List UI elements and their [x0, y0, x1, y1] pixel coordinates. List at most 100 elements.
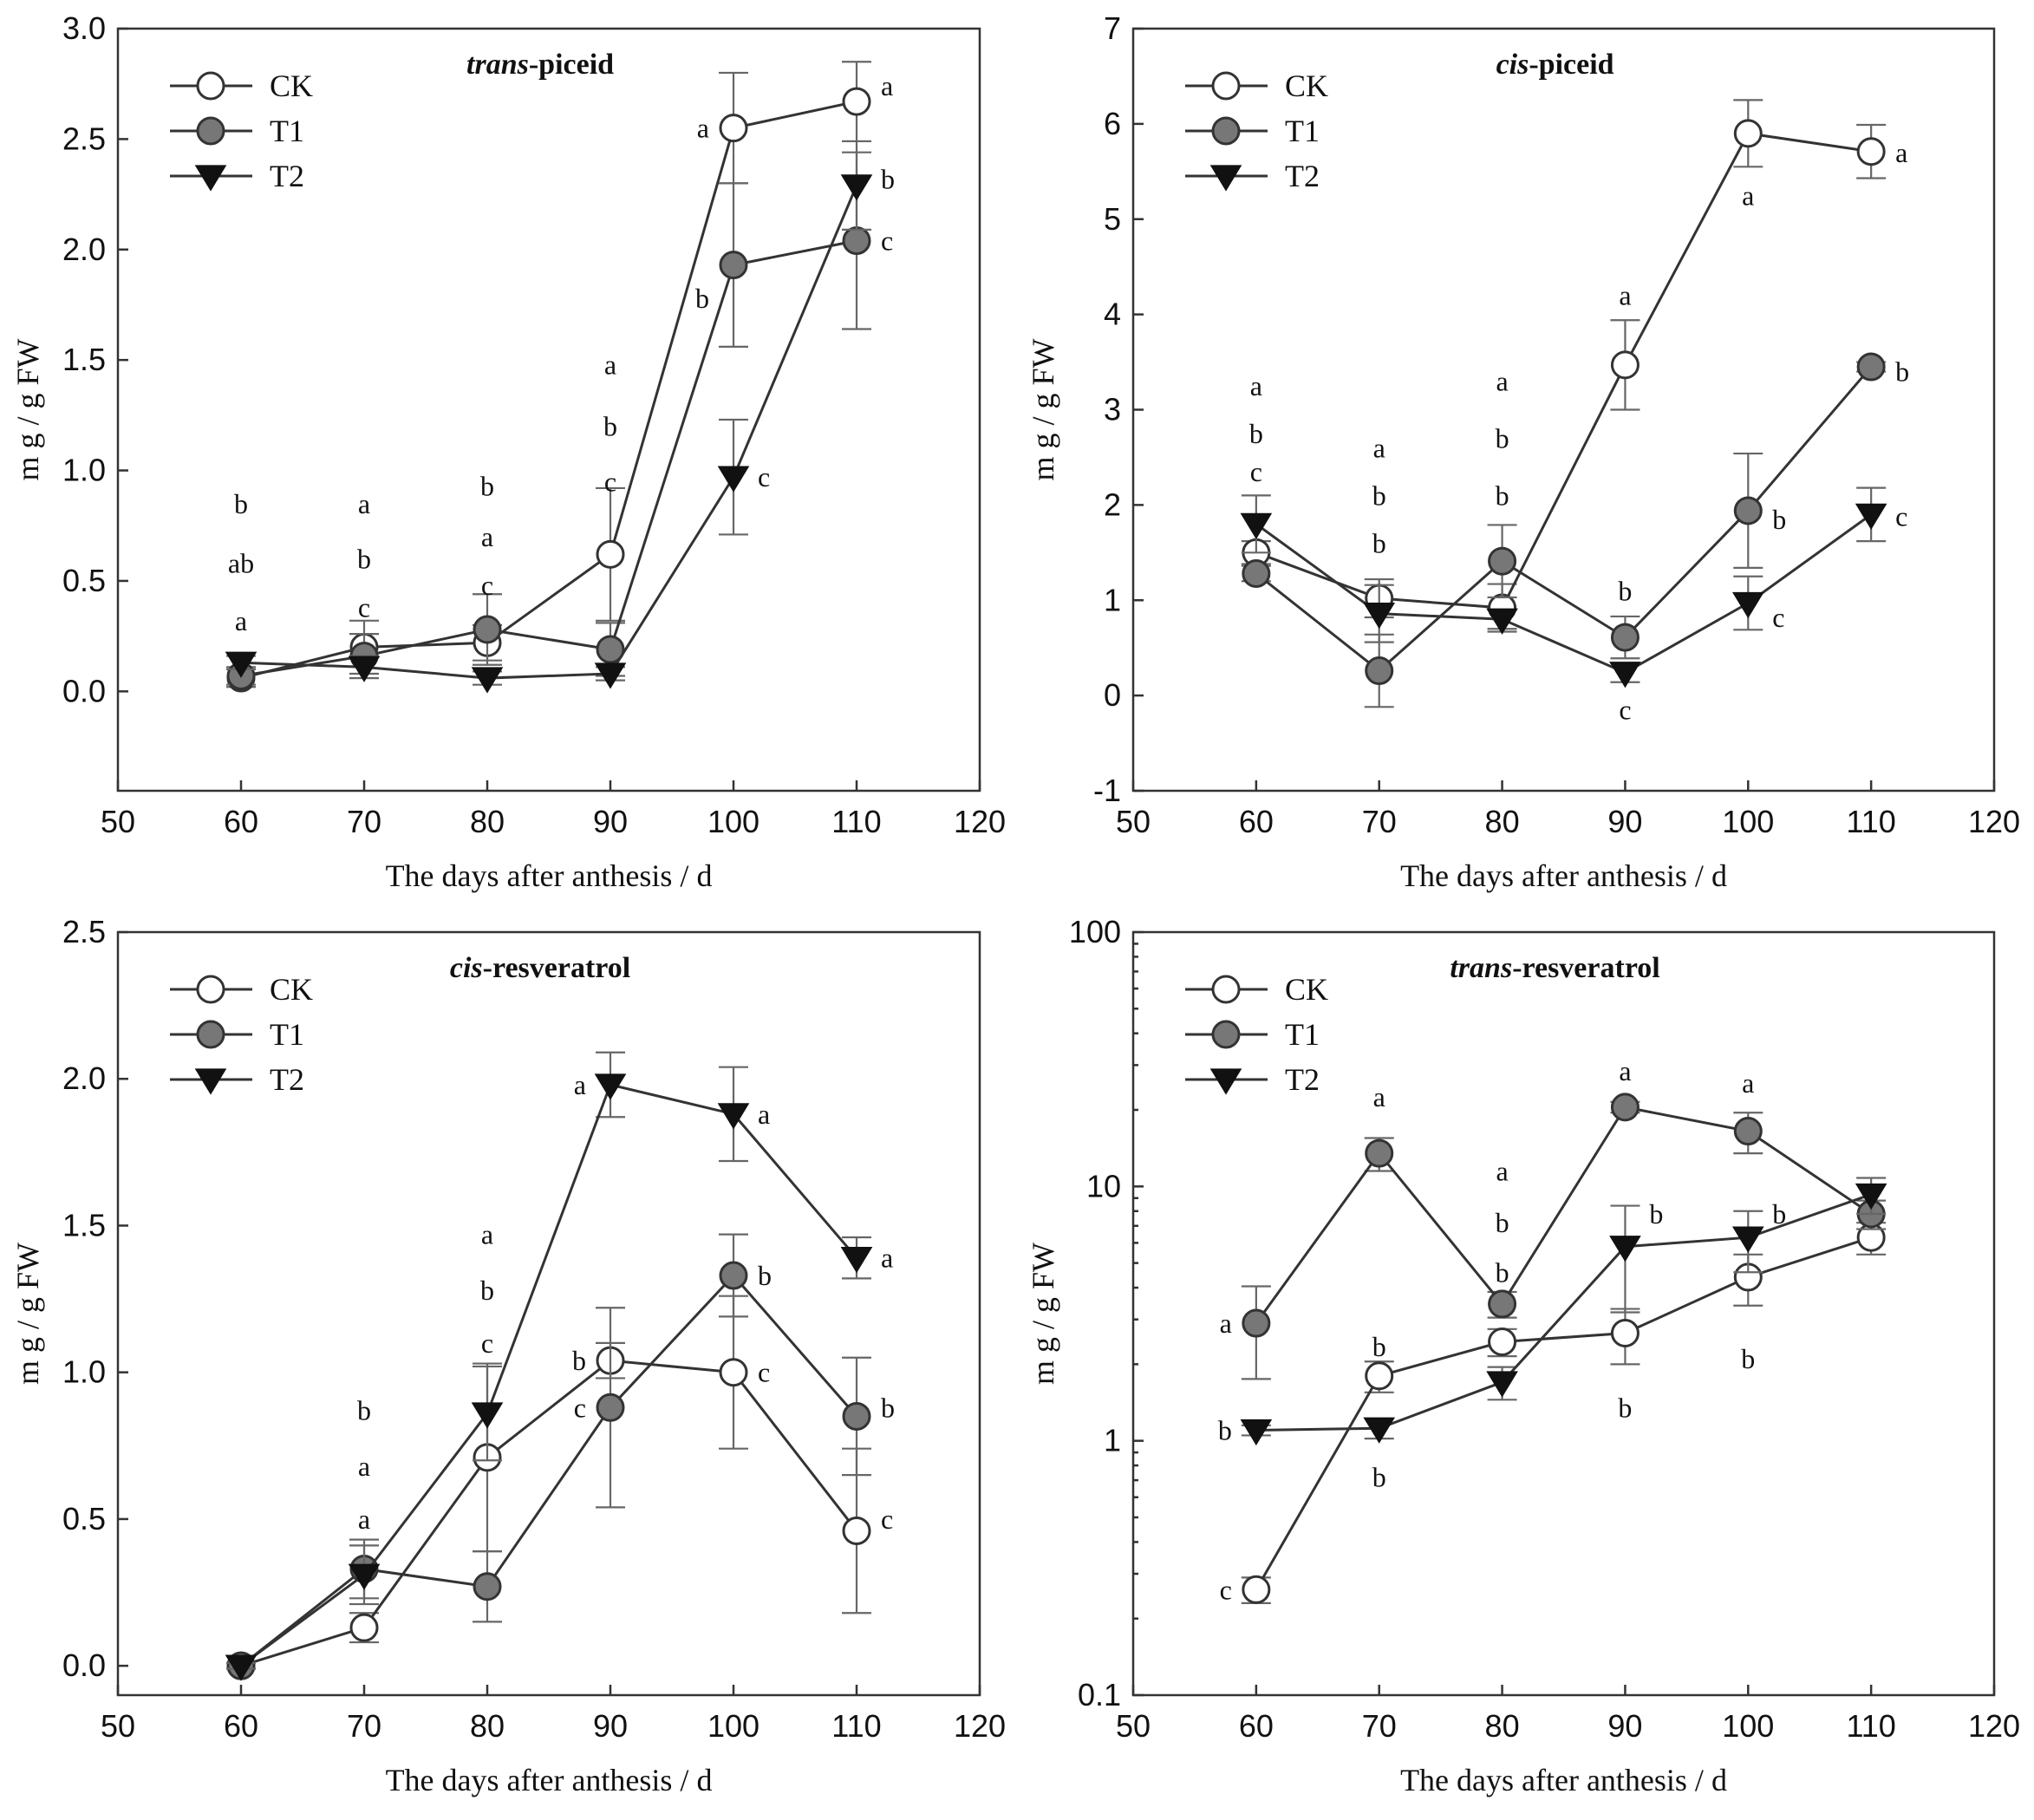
y-tick-label: 1.5: [62, 342, 106, 377]
data-point: [840, 174, 873, 201]
data-point: [840, 1247, 873, 1274]
y-tick-label: 10: [1086, 1168, 1121, 1204]
x-tick-label: 60: [1239, 1708, 1274, 1744]
data-point: [594, 662, 627, 689]
y-tick-label: 2.5: [62, 914, 106, 949]
significance-label: b: [1372, 1462, 1386, 1493]
x-tick-label: 50: [101, 804, 135, 839]
significance-label: a: [1619, 280, 1631, 311]
series-line: [240, 1359, 858, 1667]
significance-label: a: [1373, 432, 1385, 463]
x-tick-label: 80: [470, 1708, 505, 1744]
x-tick-label: 70: [1362, 804, 1397, 839]
significance-label: c: [481, 1327, 493, 1359]
significance-label: b: [695, 283, 709, 314]
data-point: [596, 1393, 625, 1422]
chart-title-italic: trans: [1450, 952, 1512, 984]
significance-label: b: [480, 470, 494, 501]
series-t2: [1240, 1177, 1887, 1446]
significance-label: b: [1741, 1343, 1755, 1374]
data-point: [1488, 1289, 1517, 1319]
significance-label: b: [357, 543, 371, 574]
y-axis-title: m g / g FW: [1026, 338, 1060, 480]
significance-label: a: [481, 521, 493, 552]
data-point: [471, 1402, 504, 1429]
y-tick-label: 0.5: [62, 563, 106, 598]
significance-label: a: [358, 1451, 370, 1482]
significance-label: b: [1618, 575, 1632, 606]
y-tick-label: 4: [1104, 297, 1121, 332]
x-tick-label: 90: [593, 804, 628, 839]
chart-title: trans-piceid: [466, 49, 614, 81]
data-point: [1733, 496, 1763, 525]
significance-label: b: [1496, 1207, 1509, 1238]
significance-label: a: [235, 605, 247, 636]
significance-label: c: [1250, 456, 1262, 487]
data-point: [1855, 1183, 1887, 1210]
legend-label: T2: [1285, 1062, 1320, 1097]
legend-marker: [194, 1068, 227, 1095]
significance-label: a: [1496, 1156, 1508, 1187]
x-tick-label: 90: [1607, 804, 1642, 839]
data-point: [1610, 1093, 1640, 1122]
series-line: [240, 100, 857, 680]
legend-label: T2: [270, 1062, 304, 1097]
y-tick-label: 3.0: [62, 10, 106, 46]
data-point: [1488, 1327, 1517, 1357]
y-axis-title: m g / g FW: [1026, 1243, 1060, 1385]
series-line: [1255, 1106, 1872, 1324]
series-ck: [226, 1295, 871, 1680]
data-point: [719, 1358, 748, 1387]
y-tick-label: 2.5: [62, 121, 106, 156]
significance-label: b: [603, 411, 617, 442]
y-tick-label: 2.0: [62, 232, 106, 267]
y-tick-label: 0.0: [62, 1647, 106, 1683]
significance-label: a: [1496, 366, 1508, 397]
x-axis-title: The days after anthesis / d: [386, 858, 713, 893]
y-tick-label: 1: [1104, 1423, 1121, 1458]
x-tick-label: 100: [707, 804, 759, 839]
legend-label: CK: [270, 972, 313, 1007]
x-tick-label: 120: [1968, 804, 2020, 839]
significance-label: c: [881, 1504, 893, 1535]
x-axis-title: The days after anthesis / d: [1400, 1763, 1727, 1797]
significance-label: c: [758, 1357, 770, 1388]
significance-label: a: [758, 1099, 770, 1130]
significance-label: b: [1218, 1415, 1232, 1446]
y-tick-label: 6: [1104, 106, 1121, 141]
series-line: [240, 239, 857, 677]
significance-label: c: [881, 225, 893, 257]
significance-label: a: [1250, 370, 1262, 401]
x-tick-label: 60: [1239, 804, 1274, 839]
data-point: [1856, 137, 1886, 166]
significance-label: b: [1496, 479, 1509, 511]
significance-label: b: [881, 1392, 895, 1423]
series-line: [1255, 513, 1873, 675]
significance-label: a: [881, 70, 893, 101]
y-tick-label: 1.0: [62, 1354, 106, 1390]
x-tick-label: 60: [224, 804, 258, 839]
chart-title-rest: -resveratrol: [1512, 952, 1660, 984]
data-point: [1610, 1319, 1640, 1348]
series-line: [240, 1273, 858, 1667]
legend-marker: [196, 1020, 225, 1049]
x-tick-label: 50: [101, 1708, 135, 1744]
x-axis-title: The days after anthesis / d: [1400, 858, 1727, 893]
data-point: [1365, 1138, 1394, 1168]
data-point: [1610, 350, 1640, 380]
data-point: [596, 635, 625, 664]
significance-label: c: [1220, 1574, 1232, 1605]
data-point: [348, 1563, 381, 1590]
significance-label: b: [1372, 527, 1386, 558]
significance-label: c: [481, 570, 493, 601]
legend-label: T1: [1285, 114, 1320, 148]
x-tick-label: 110: [831, 1708, 881, 1744]
legend-marker: [1211, 116, 1241, 146]
data-point: [717, 466, 750, 493]
data-point: [594, 1073, 627, 1100]
legend-label: CK: [270, 68, 313, 103]
series-t2: [225, 1051, 873, 1681]
y-tick-label: 2: [1104, 486, 1121, 522]
data-point: [349, 1613, 379, 1642]
